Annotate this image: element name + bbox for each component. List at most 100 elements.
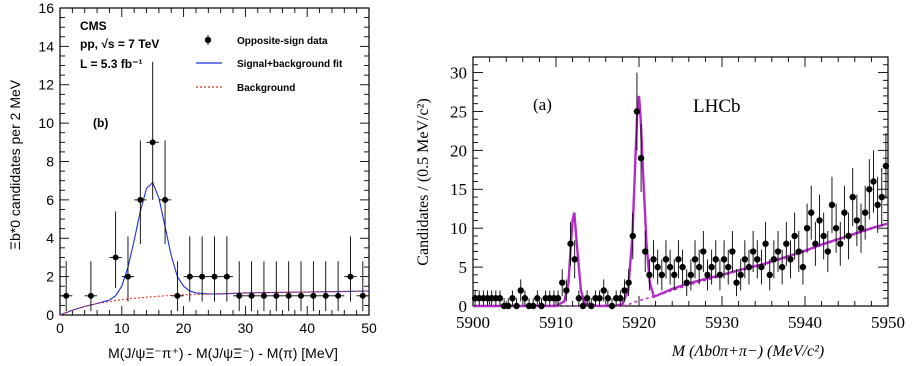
data-point (691, 256, 699, 263)
x-tick-label: 5910 (539, 313, 573, 332)
y-tick-label: 6 (46, 192, 54, 208)
cms-panel: 0 10 20 30 40 50 0 2 4 6 8 10 12 14 16 CMS pp, √s = 7 … (7, 0, 377, 361)
data-point (783, 240, 790, 247)
fit-curve (473, 95, 889, 308)
data-point (298, 292, 305, 299)
data-point (787, 256, 794, 263)
data-point (803, 224, 811, 232)
data-point (828, 201, 836, 209)
data-point (795, 248, 802, 255)
data-point (725, 263, 732, 271)
y-tick-label: 30 (450, 64, 467, 83)
x-tick-label: 5930 (705, 313, 739, 332)
data-point (712, 256, 719, 263)
data-point (509, 295, 516, 302)
data-point (866, 186, 873, 193)
data-point (162, 196, 169, 203)
data-point (579, 302, 587, 310)
cms-experiment-label: CMS (80, 19, 107, 33)
data-point (654, 263, 661, 271)
data-point (608, 302, 616, 310)
data-point (335, 292, 342, 299)
x-tick-label: 5900 (456, 313, 490, 332)
cms-legend: Opposite-sign data Signal+background fit… (196, 35, 343, 94)
data-point (124, 273, 131, 280)
cms-axis-ticks: 0 10 20 30 40 50 0 2 4 6 8 10 12 14 16 (38, 0, 377, 336)
data-point (878, 193, 885, 201)
data-point (658, 271, 666, 279)
data-point (733, 279, 740, 286)
data-point (695, 263, 703, 271)
data-point (260, 292, 267, 299)
data-point (521, 295, 529, 302)
data-point (671, 271, 678, 279)
legend-label-fit: Signal+background fit (237, 59, 343, 70)
data-point (604, 295, 612, 302)
data-point (575, 295, 583, 302)
lhcb-x-axis-title: M (Λb0π+π−) (MeV/c²) (671, 343, 824, 360)
y-tick-label: 0 (459, 297, 468, 316)
data-point (63, 292, 70, 299)
data-point (841, 209, 848, 216)
data-point (496, 295, 504, 302)
data-point (646, 271, 653, 279)
data-point (87, 292, 94, 299)
data-point (745, 263, 753, 271)
data-point (824, 248, 832, 255)
data-point (853, 217, 861, 224)
background-curve (59, 290, 370, 316)
lhcb-panel-label: (a) (533, 95, 552, 114)
x-tick-label: 10 (114, 320, 130, 336)
y-tick-label: 4 (46, 230, 54, 246)
data-point (621, 287, 628, 294)
data-point (322, 292, 329, 299)
data-point (729, 248, 736, 255)
data-point (513, 302, 520, 310)
data-point (741, 256, 749, 263)
data-point (534, 295, 541, 302)
cms-energy-label: pp, √s = 7 TeV (80, 37, 159, 51)
x-tick-label: 5940 (788, 313, 822, 332)
cms-panel-label: (b) (93, 116, 108, 130)
data-point (625, 279, 632, 286)
data-point (708, 263, 715, 271)
data-point (112, 254, 119, 261)
data-point (617, 295, 624, 302)
y-tick-label: 14 (38, 38, 54, 54)
data-point (529, 302, 537, 310)
x-tick-label: 5950 (871, 313, 905, 332)
data-point (882, 162, 890, 170)
data-point (633, 108, 641, 115)
data-point (749, 248, 757, 255)
data-point (517, 287, 524, 294)
y-tick-label: 5 (459, 258, 468, 277)
data-point (832, 224, 840, 232)
data-point (642, 248, 649, 255)
data-point (199, 273, 206, 280)
data-point (812, 240, 819, 247)
y-tick-label: 8 (46, 153, 54, 169)
x-tick-label: 30 (238, 320, 254, 336)
data-point (679, 263, 686, 271)
data-point (211, 273, 218, 280)
data-point (505, 302, 512, 310)
data-point (567, 240, 574, 247)
data-point (223, 273, 230, 280)
data-point (861, 209, 869, 216)
data-point (808, 209, 815, 216)
cms-x-axis-title: M(J/ψΞ⁻π⁺) - M(J/ψΞ⁻) - M(π) [MeV] (108, 345, 338, 361)
data-point (583, 295, 591, 302)
data-point (650, 256, 657, 263)
lhcb-panel: 5900 5910 5920 5930 5940 5950 0 5 10 15 20 25 30 (a)… (415, 56, 905, 360)
data-point (248, 292, 255, 299)
data-point (758, 263, 765, 271)
data-point (359, 292, 366, 299)
data-point (629, 232, 636, 240)
data-point (716, 271, 724, 279)
data-point (849, 193, 856, 201)
data-point (874, 201, 881, 209)
cms-y-axis-title: Ξb*0 candidates per 2 MeV (7, 79, 23, 250)
data-point (845, 232, 852, 240)
y-tick-label: 0 (46, 307, 54, 323)
